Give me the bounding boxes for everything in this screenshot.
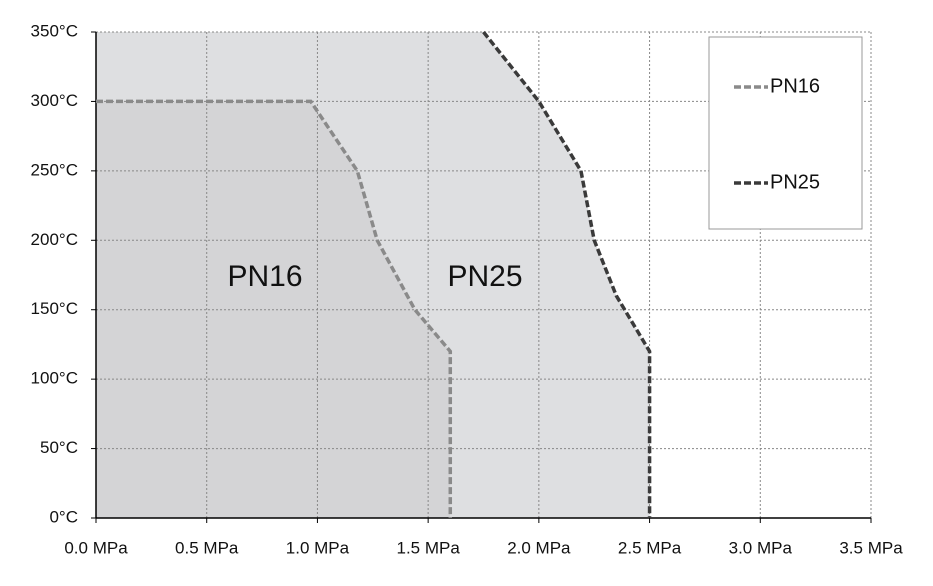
- y-tick-label: 300°C: [31, 91, 78, 110]
- x-tick-label: 1.5 MPa: [396, 538, 460, 557]
- legend-box: [708, 36, 863, 230]
- y-tick-label: 150°C: [31, 299, 78, 318]
- x-tick-label: 3.5 MPa: [839, 538, 903, 557]
- area-label: PN16: [227, 260, 302, 293]
- y-tick-label: 50°C: [40, 438, 78, 457]
- legend: PN16 PN25: [708, 36, 863, 230]
- x-tick-label: 3.0 MPa: [729, 538, 793, 557]
- y-tick-label: 350°C: [31, 21, 78, 40]
- series-line: [482, 30, 652, 518]
- legend-label: PN25: [770, 171, 820, 193]
- y-tick-label: 200°C: [31, 230, 78, 249]
- x-tick-label: 2.5 MPa: [618, 538, 682, 557]
- x-tick-label: 2.0 MPa: [507, 538, 571, 557]
- legend-label: PN16: [770, 75, 820, 97]
- area-label: PN25: [447, 260, 522, 293]
- y-tick-label: 100°C: [31, 369, 78, 388]
- series-line: [96, 99, 453, 518]
- x-tick-label: 0.5 MPa: [175, 538, 239, 557]
- y-tick-label: 0°C: [49, 507, 78, 526]
- x-tick-label: 1.0 MPa: [286, 538, 350, 557]
- x-tick-label: 0.0 MPa: [64, 538, 128, 557]
- y-tick-label: 250°C: [31, 160, 78, 179]
